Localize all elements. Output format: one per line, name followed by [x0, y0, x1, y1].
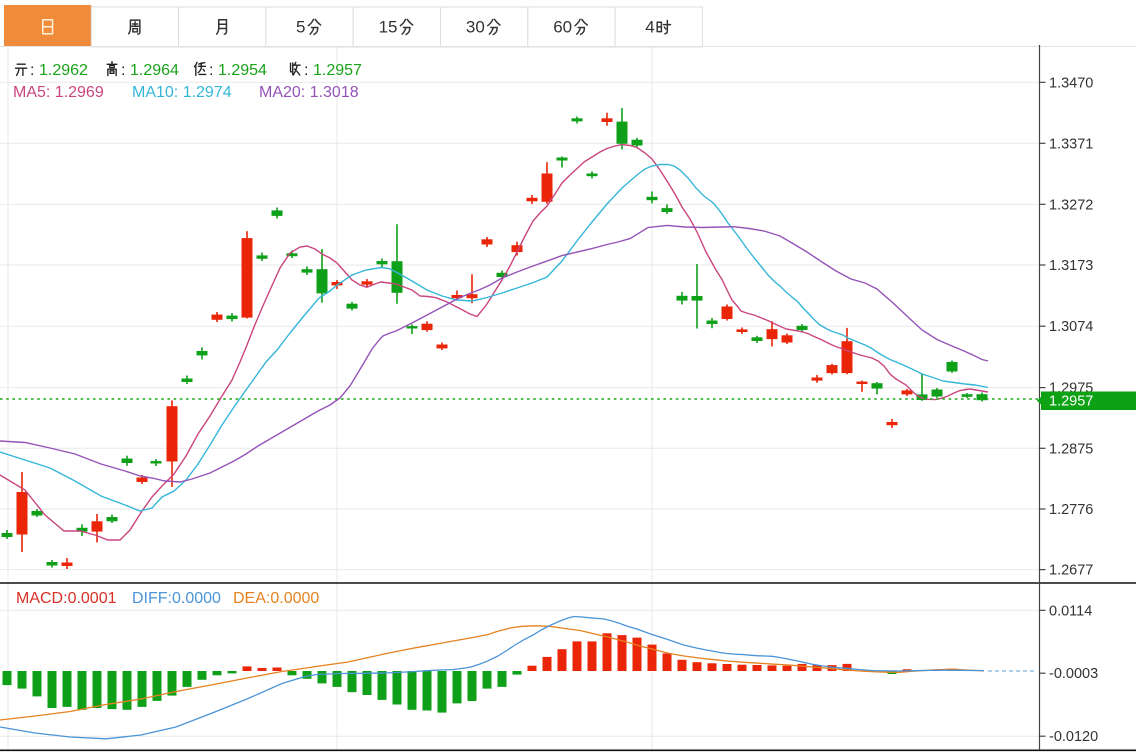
- svg-text:1.3074: 1.3074: [1049, 319, 1093, 335]
- svg-text:1.2957: 1.2957: [1049, 394, 1093, 410]
- svg-text:4: 4: [645, 18, 654, 37]
- svg-text:DEA:0.0000: DEA:0.0000: [233, 590, 319, 607]
- svg-text::: :: [121, 62, 125, 79]
- svg-text:1.2954: 1.2954: [218, 62, 267, 79]
- svg-text:MA10: 1.2974: MA10: 1.2974: [132, 84, 232, 101]
- svg-text:MA20: 1.3018: MA20: 1.3018: [259, 84, 359, 101]
- svg-text:MA5: 1.2969: MA5: 1.2969: [13, 84, 104, 101]
- svg-text:1.3173: 1.3173: [1049, 258, 1093, 274]
- svg-text:1.2957: 1.2957: [313, 62, 362, 79]
- svg-text:1.2964: 1.2964: [130, 62, 179, 79]
- svg-text:DIFF:0.0000: DIFF:0.0000: [132, 590, 221, 607]
- svg-text:1.3470: 1.3470: [1049, 75, 1093, 91]
- svg-text::: :: [209, 62, 213, 79]
- svg-text:15: 15: [379, 18, 398, 37]
- svg-text:1.2677: 1.2677: [1049, 563, 1093, 579]
- svg-text:1.2962: 1.2962: [39, 62, 88, 79]
- svg-text:1.2776: 1.2776: [1049, 502, 1093, 518]
- svg-text:1.3371: 1.3371: [1049, 136, 1093, 152]
- svg-text:-0.0120: -0.0120: [1049, 729, 1098, 745]
- svg-text:MACD:0.0001: MACD:0.0001: [16, 590, 117, 607]
- svg-text:60: 60: [553, 18, 572, 37]
- svg-text::: :: [304, 62, 308, 79]
- svg-text:30: 30: [466, 18, 485, 37]
- svg-text:-0.0003: -0.0003: [1049, 666, 1098, 682]
- svg-text:5: 5: [296, 18, 305, 37]
- svg-text:1.2875: 1.2875: [1049, 441, 1093, 457]
- svg-text:1.3272: 1.3272: [1049, 197, 1093, 213]
- svg-text:0.0114: 0.0114: [1049, 603, 1092, 619]
- svg-text::: :: [30, 62, 34, 79]
